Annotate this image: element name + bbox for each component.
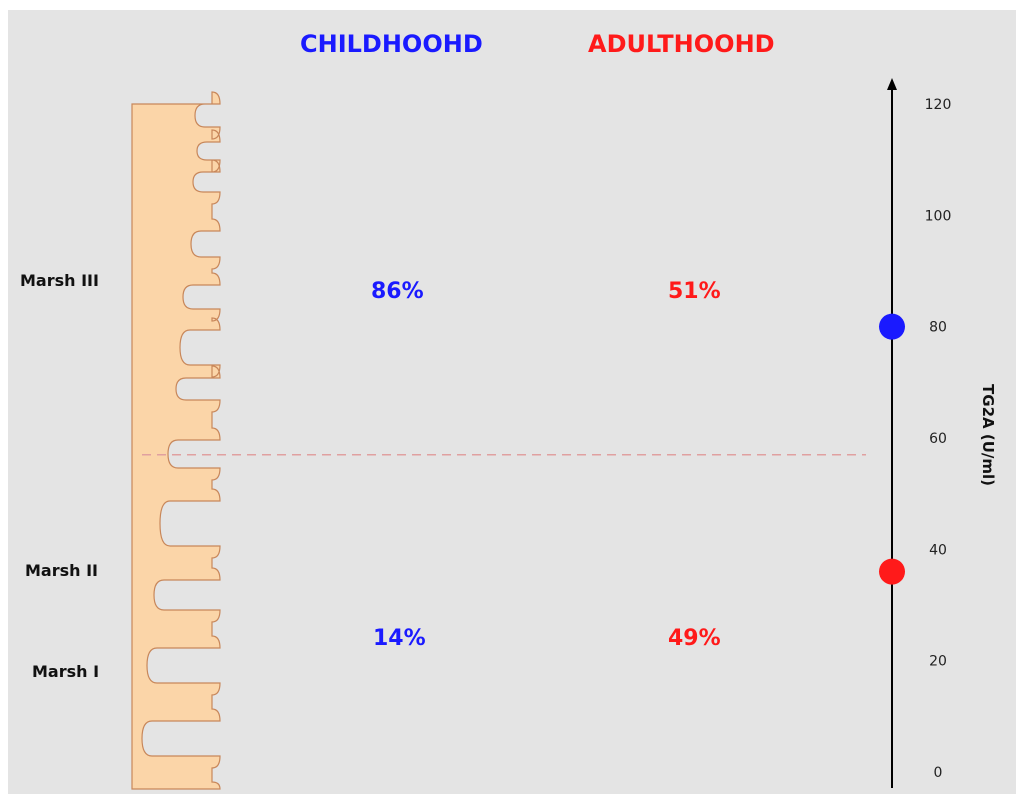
childhood-upper-percentage: 86% [371, 279, 424, 304]
adulthood-lower-percentage: 49% [668, 626, 721, 651]
axis-tick-label: 80 [929, 320, 947, 336]
marsh-i-label: Marsh I [32, 662, 100, 681]
childhood-header: CHILDHOOHD [300, 30, 483, 58]
axis-arrow-icon [887, 78, 897, 90]
axis-markers [879, 313, 905, 585]
adulthood-upper-percentage: 51% [668, 279, 721, 304]
childhood-lower-percentage: 14% [373, 626, 426, 651]
adulthood-marker [879, 558, 905, 585]
axis-tick-label: 40 [929, 542, 947, 558]
marsh-ii-label: Marsh II [25, 561, 98, 580]
marsh-iii-label: Marsh III [20, 271, 99, 290]
axis-tick-label: 0 [934, 765, 943, 781]
axis-ticks: 0 20 40 60 80 100 120 [925, 97, 952, 781]
axis-tick-label: 100 [925, 208, 952, 224]
intestinal-villi-tissue [131, 91, 221, 790]
axis-tick-label: 60 [929, 431, 947, 447]
childhood-marker [879, 313, 905, 340]
adulthood-header: ADULTHOOHD [588, 30, 775, 58]
axis-tick-label: 20 [929, 654, 947, 670]
axis-tick-label: 120 [925, 97, 952, 113]
axis-title: TG2A (U/ml) [979, 384, 997, 486]
